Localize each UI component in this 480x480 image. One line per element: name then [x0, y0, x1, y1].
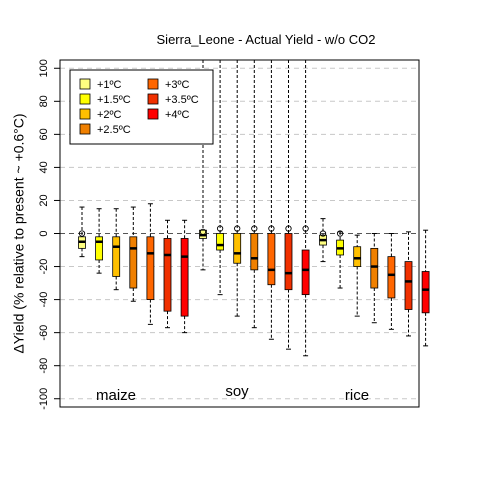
group-label-soy: soy	[225, 383, 249, 400]
legend-label: +4ºC	[165, 109, 190, 121]
box-body	[129, 236, 138, 289]
box-body	[267, 233, 276, 286]
y-tick-label: 0	[38, 230, 50, 236]
y-tick-label: 80	[38, 95, 50, 107]
box-soy-1	[216, 60, 225, 296]
box-soy-2	[233, 60, 242, 317]
legend-swatch	[79, 78, 91, 90]
y-tick-label: -40	[38, 292, 50, 308]
legend-swatch	[147, 78, 159, 90]
legend-label: +1ºC	[97, 79, 122, 91]
legend-label: +2ºC	[97, 109, 122, 121]
box-body	[370, 247, 379, 289]
box-rice-0	[319, 218, 327, 263]
box-body	[216, 233, 225, 251]
box-body	[95, 236, 103, 261]
y-tick-label: 100	[38, 59, 50, 77]
outlier-point	[319, 230, 327, 237]
legend-swatch	[79, 93, 91, 105]
box-body	[284, 233, 293, 291]
box-body	[404, 261, 413, 310]
outlier-point	[199, 228, 207, 235]
box-rice-2	[353, 234, 362, 317]
legend-swatch	[79, 123, 91, 135]
box-maize-0	[78, 206, 86, 258]
legend-label: +2.5ºC	[97, 124, 131, 136]
outlier-point	[216, 225, 224, 232]
legend: +1ºC +1.5ºC +2ºC +2.5ºC +3ºC +3.5ºC +4ºC	[69, 69, 214, 145]
y-axis: -100 -80 -60 -40 -20 0 20 40 60 80 100	[38, 59, 60, 410]
legend-swatch	[147, 93, 159, 105]
box-soy-0	[199, 60, 207, 271]
outlier-point	[268, 225, 275, 232]
box-body	[112, 236, 121, 277]
y-tick-label: -100	[38, 388, 50, 410]
box-body	[421, 271, 430, 314]
legend-label: +1.5ºC	[97, 94, 131, 106]
box-maize-2	[112, 208, 121, 291]
legend-label: +3ºC	[165, 79, 190, 91]
box-body	[180, 238, 189, 317]
box-rice-1	[336, 230, 345, 289]
legend-box	[69, 69, 214, 145]
outlier-point	[251, 225, 258, 232]
box-body	[146, 236, 155, 300]
box-rice-3	[370, 233, 379, 324]
box-body	[387, 256, 396, 299]
group-labels: maize soy rice	[96, 383, 369, 404]
box-soy-6	[301, 60, 310, 357]
y-tick-label: 40	[38, 161, 50, 173]
y-tick-label: 20	[38, 194, 50, 206]
y-tick-label: 60	[38, 128, 50, 140]
y-tick-label: -60	[38, 325, 50, 341]
y-tick-label: -20	[38, 259, 50, 275]
outlier-point	[78, 230, 86, 237]
outlier-point	[234, 225, 241, 232]
legend-swatch	[79, 108, 91, 120]
y-axis-label: ΔYield (% relative to present ~ +0.6°C)	[11, 113, 27, 353]
box-body	[353, 246, 362, 267]
outlier-point	[285, 225, 292, 232]
box-maize-6	[180, 219, 189, 334]
box-body	[163, 238, 172, 312]
box-body	[301, 249, 310, 296]
box-series	[78, 60, 430, 357]
box-maize-3	[129, 206, 138, 302]
box-body	[250, 233, 259, 271]
box-soy-5	[284, 60, 293, 350]
box-maize-5	[163, 219, 172, 329]
outlier-point	[336, 230, 344, 237]
box-body	[233, 233, 242, 264]
legend-label: +3.5ºC	[165, 94, 199, 106]
y-tick-label: -80	[38, 358, 50, 374]
box-maize-4	[146, 203, 155, 325]
box-maize-1	[95, 208, 103, 274]
box-rice-6	[421, 229, 430, 347]
box-soy-3	[250, 60, 259, 329]
box-soy-4	[267, 60, 276, 340]
box-rice-5	[404, 231, 413, 337]
box-rice-4	[387, 233, 396, 330]
outlier-point	[302, 225, 309, 232]
chart-title: Sierra_Leone - Actual Yield - w/o CO2	[157, 32, 376, 47]
group-label-maize: maize	[96, 387, 136, 404]
legend-swatch	[147, 108, 159, 120]
group-label-rice: rice	[345, 387, 369, 404]
